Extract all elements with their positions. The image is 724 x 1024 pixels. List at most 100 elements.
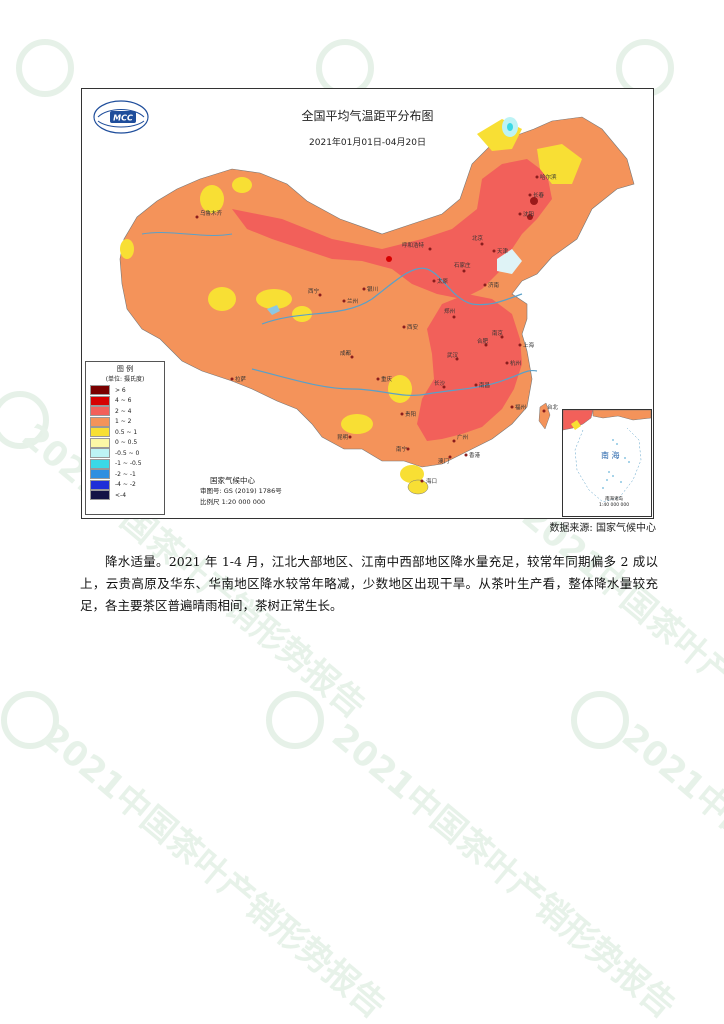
legend-label: <-4: [115, 491, 127, 499]
legend-swatch: [90, 469, 110, 480]
city-label: 西宁: [308, 287, 320, 295]
legend-item: -2 ~ -1: [86, 469, 164, 480]
anomaly-zone-0.5-1: [341, 414, 373, 434]
yangtze-river: [251, 368, 538, 396]
watermark-text: 2021中国茶叶产销形势报告: [34, 716, 393, 1024]
city-label: 广州: [457, 433, 468, 441]
yellow-river: [261, 267, 523, 325]
anomaly-zone-minus-1-minus-0.5: [507, 123, 513, 131]
legend-item: > 6: [86, 385, 164, 396]
city-label: 拉萨: [235, 375, 247, 383]
legend-swatch: [90, 427, 110, 438]
city-label: 济南: [488, 281, 500, 289]
watermark-logo-icon: [16, 39, 74, 97]
legend-label: -1 ~ -0.5: [115, 460, 142, 468]
watermark-text: 2021中国茶叶产销形势报告: [514, 496, 724, 806]
anomaly-zone-0.5-1: [200, 185, 224, 213]
legend-item: 0.5 ~ 1: [86, 427, 164, 438]
legend-item: -0.5 ~ 0: [86, 448, 164, 459]
city-label: 乌鲁木齐: [200, 209, 223, 217]
legend-swatch: [90, 416, 110, 427]
map-scale: 比例尺 1:20 000 000: [200, 498, 266, 506]
legend-swatch: [90, 437, 110, 448]
city-label: 南宁: [396, 445, 408, 453]
city-label: 重庆: [381, 375, 393, 383]
city-label: 哈尔滨: [540, 173, 557, 181]
legend-title: 图 例: [116, 365, 134, 373]
inset-graphic: [563, 410, 651, 503]
city-label: 福州: [515, 403, 526, 411]
map-graphic: 乌鲁木齐 呼和浩特 哈尔滨 长春 沈阳 北京 天津 银川 太原 石家庄 济南 兰…: [119, 116, 635, 495]
watermark-logo-icon: [316, 39, 374, 97]
watermark-logo-icon: [616, 39, 674, 97]
inset-scale: 南海诸岛 1:40 000 000: [599, 497, 630, 508]
city-label: 西安: [407, 323, 419, 331]
legend-item: 2 ~ 4: [86, 406, 164, 417]
city-label: 贵阳: [405, 410, 416, 418]
city-label: 台北: [547, 403, 559, 411]
legend-label: -2 ~ -1: [115, 470, 136, 478]
legend-item: <-4: [86, 490, 164, 501]
anomaly-zone-2-4: [417, 294, 522, 441]
legend-label: -0.5 ~ 0: [115, 449, 140, 457]
legend-label: 2 ~ 4: [115, 407, 132, 415]
city-label: 昆明: [337, 434, 349, 441]
anomaly-zone-0.5-1: [537, 144, 582, 184]
legend-label: > 6: [115, 386, 126, 394]
legend-label: -4 ~ -2: [115, 481, 136, 489]
city-label: 呼和浩特: [402, 241, 425, 249]
legend-swatch: [90, 395, 110, 406]
south-china-sea-inset: 南 海 南海诸岛 1:40 000 000: [562, 409, 652, 517]
hainan-region: [407, 479, 429, 495]
legend-swatch: [90, 385, 110, 396]
anomaly-zone-4-6: [530, 197, 538, 205]
anomaly-zone-4-6: [527, 214, 533, 220]
logo-text: MCC: [113, 114, 133, 123]
legend-item: 1 ~ 2: [86, 416, 164, 428]
legend-item: -4 ~ -2: [86, 479, 164, 491]
legend-swatch: [90, 490, 110, 501]
legend-label: 4 ~ 6: [115, 397, 132, 405]
data-source: 数据来源: 国家气候中心: [549, 523, 656, 534]
legend-swatch: [90, 458, 110, 469]
city-label: 天津: [497, 248, 509, 255]
legend-label: 0.5 ~ 1: [115, 428, 138, 436]
bohai-sea: [497, 249, 522, 274]
legend-label: 1 ~ 2: [115, 418, 132, 426]
city-label: 长春: [533, 191, 545, 199]
map-title: 全国平均气温距平分布图: [301, 109, 434, 123]
map-legend: 图 例 (单位: 摄氏度) > 6 4 ~ 6 2 ~ 4 1 ~ 2 0.5 ~ 1 0…: [85, 361, 165, 515]
watermark-logo-icon: [571, 691, 629, 749]
city-label: 海口: [426, 477, 437, 485]
legend-unit: (单位: 摄氏度): [105, 376, 145, 383]
temperature-anomaly-map: 乌鲁木齐 呼和浩特 哈尔滨 长春 沈阳 北京 天津 银川 太原 石家庄 济南 兰…: [81, 88, 654, 519]
watermark-logo-icon: [0, 391, 49, 449]
legend-item: 0 ~ 0.5: [86, 437, 164, 449]
watermark-logo-icon: [266, 691, 324, 749]
city-label: 南京: [492, 329, 504, 337]
ncc-logo-icon: MCC: [93, 100, 149, 134]
city-label: 石家庄: [454, 261, 471, 269]
taiwan-region: [538, 402, 551, 430]
watermark-text: 2021中国茶叶产销形势报告: [614, 716, 724, 1024]
watermark-text: 2021中国茶叶产销形势报告: [324, 716, 683, 1024]
legend-item: 4 ~ 6: [86, 395, 164, 407]
city-label: 银川: [367, 285, 378, 293]
anomaly-zone-0.5-1: [292, 306, 312, 322]
city-label: 郑州: [444, 307, 455, 315]
anomaly-zone-4-6: [386, 256, 392, 262]
city-label: 合肥: [477, 337, 489, 345]
city-label: 香港: [469, 451, 481, 459]
legend-swatch: [90, 406, 110, 417]
city-label: 杭州: [510, 359, 521, 367]
legend-item: -1 ~ -0.5: [86, 458, 164, 470]
lake-qinghai: [267, 305, 280, 315]
city-label: 上海: [523, 341, 535, 349]
map-subtitle: 2021年01月01日-04月20日: [309, 138, 426, 148]
anomaly-zone-0.5-1: [388, 375, 412, 403]
anomaly-zone-0.5-1: [400, 465, 424, 483]
anomaly-zone-0.5-1: [208, 287, 236, 311]
anomaly-zone-2-4: [232, 159, 552, 299]
city-label: 南昌: [479, 381, 490, 389]
